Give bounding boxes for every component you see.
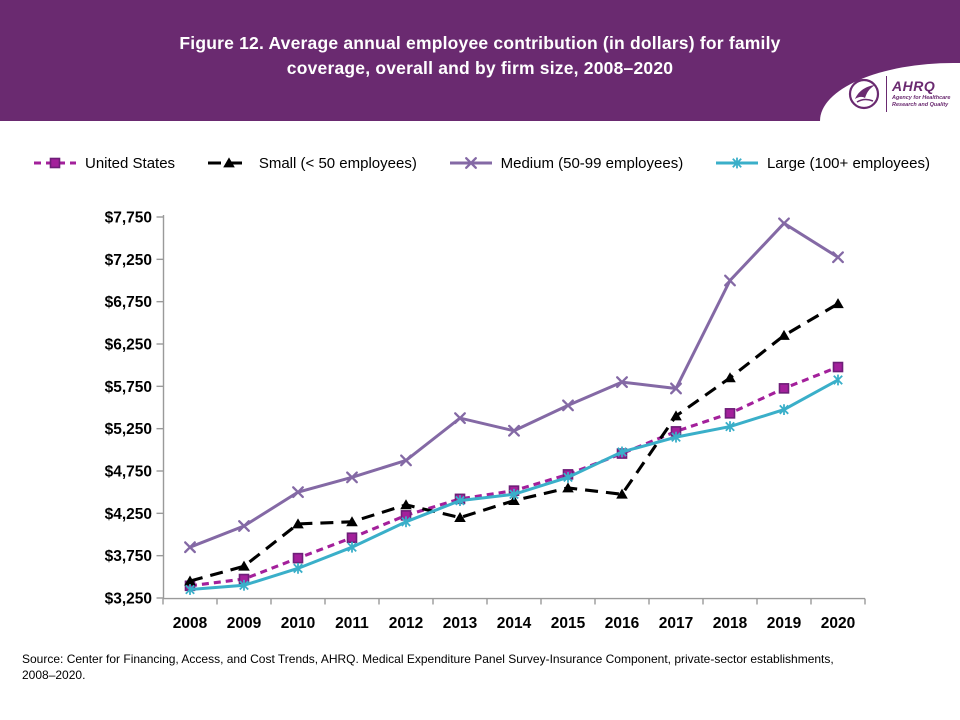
x-axis-tick-label: 2011: [335, 615, 369, 632]
legend-swatch-united-states: [34, 157, 76, 169]
y-axis-tick-label: $3,250: [105, 591, 152, 608]
x-axis-tick-label: 2013: [443, 615, 478, 632]
marker-square: [346, 532, 358, 544]
y-axis-tick-label: $5,250: [105, 421, 152, 438]
marker-asterisk: [293, 563, 303, 574]
marker-asterisk: [833, 375, 843, 385]
series-line: [189, 378, 839, 592]
y-axis-tick-label: $3,750: [105, 548, 152, 565]
figure-title: Figure 12. Average annual employee contr…: [179, 33, 781, 78]
legend-swatch-small: [207, 157, 250, 168]
marker-x: [464, 157, 477, 169]
marker-x: [238, 520, 250, 532]
marker-triangle: [562, 482, 574, 493]
x-axis-tick-label: 2010: [281, 615, 315, 632]
x-axis-tick-label: 2018: [713, 615, 748, 632]
marker-asterisk: [617, 447, 627, 457]
marker-x: [508, 424, 520, 437]
marker-triangle: [346, 516, 358, 527]
x-axis-tick-label: 2020: [821, 615, 855, 632]
legend-label: Large (100+ employees): [766, 154, 930, 172]
x-axis-tick-label: 2014: [497, 615, 532, 632]
marker-x: [346, 471, 358, 484]
marker-x: [562, 399, 574, 412]
legend-item-united-states: United States: [32, 155, 175, 172]
ahrq-wordmark: AHRQ: [892, 78, 936, 95]
series-line: [189, 302, 839, 583]
marker-triangle: [238, 560, 250, 571]
hhs-eagle-icon: [848, 78, 879, 110]
marker-x: [778, 217, 790, 230]
marker-asterisk: [671, 432, 681, 442]
legend-item-large: Large (100+ employees): [714, 155, 930, 172]
marker-asterisk: [455, 495, 465, 506]
marker-square: [778, 383, 790, 394]
series-line: [189, 365, 839, 588]
y-axis-tick-label: $5,750: [105, 379, 152, 396]
marker-x: [724, 274, 736, 287]
marker-triangle: [184, 575, 196, 586]
marker-triangle: [292, 518, 304, 529]
marker-triangle: [670, 410, 682, 421]
marker-x: [670, 382, 682, 395]
marker-asterisk: [563, 472, 573, 483]
ahrq-tagline: Agency for Healthcare Research and Quali…: [892, 95, 951, 108]
marker-x: [184, 541, 196, 554]
marker-x: [292, 486, 304, 499]
marker-x: [616, 376, 628, 389]
marker-triangle: [223, 157, 235, 168]
legend-swatch-medium: [449, 157, 492, 169]
y-axis-tick-label: $4,750: [105, 464, 152, 481]
marker-square: [49, 157, 61, 169]
source-note: Source: Center for Financing, Access, an…: [22, 652, 834, 683]
legend-label: Medium (50-99 employees): [500, 154, 684, 172]
marker-x: [454, 412, 466, 425]
marker-x: [400, 454, 412, 467]
marker-triangle: [778, 329, 790, 340]
legend-label: United States: [85, 154, 176, 172]
legend-label: Small (< 50 employees): [258, 154, 417, 172]
marker-square: [292, 552, 304, 564]
x-axis-tick-label: 2017: [659, 615, 693, 632]
marker-triangle: [454, 511, 466, 522]
marker-triangle: [508, 495, 520, 506]
marker-asterisk: [401, 516, 411, 527]
header-banner: Figure 12. Average annual employee contr…: [0, 0, 960, 121]
x-axis-tick-label: 2009: [227, 615, 262, 632]
y-axis-tick-label: $6,750: [105, 294, 152, 311]
legend-swatch-large: [715, 157, 758, 169]
y-axis-tick-label: $4,250: [105, 506, 152, 523]
marker-asterisk: [732, 158, 742, 168]
legend-item-small: Small (< 50 employees): [206, 155, 417, 172]
marker-square: [724, 408, 736, 419]
marker-square: [832, 361, 844, 373]
marker-triangle: [616, 488, 628, 499]
marker-asterisk: [779, 404, 789, 415]
y-axis-tick-label: $6,250: [105, 337, 152, 354]
x-axis-tick-label: 2019: [767, 615, 802, 632]
legend-item-medium: Medium (50-99 employees): [448, 154, 684, 172]
marker-asterisk: [347, 542, 357, 553]
marker-asterisk: [725, 421, 735, 432]
marker-triangle: [724, 372, 736, 383]
x-axis-tick-label: 2015: [551, 615, 586, 632]
marker-triangle: [832, 298, 844, 309]
marker-asterisk: [509, 489, 519, 500]
y-axis-tick-label: $7,250: [105, 252, 152, 269]
marker-triangle: [400, 499, 412, 510]
marker-x: [832, 251, 844, 264]
y-axis-tick-label: $7,750: [105, 210, 152, 227]
x-axis-tick-label: 2008: [173, 615, 208, 632]
marker-asterisk: [185, 584, 195, 595]
marker-asterisk: [239, 580, 249, 591]
logo-divider: [885, 76, 887, 112]
x-axis-tick-label: 2012: [389, 615, 423, 632]
chart-legend: United States Small (< 50 employees) Med…: [0, 149, 960, 177]
x-axis-tick-label: 2016: [605, 615, 640, 632]
